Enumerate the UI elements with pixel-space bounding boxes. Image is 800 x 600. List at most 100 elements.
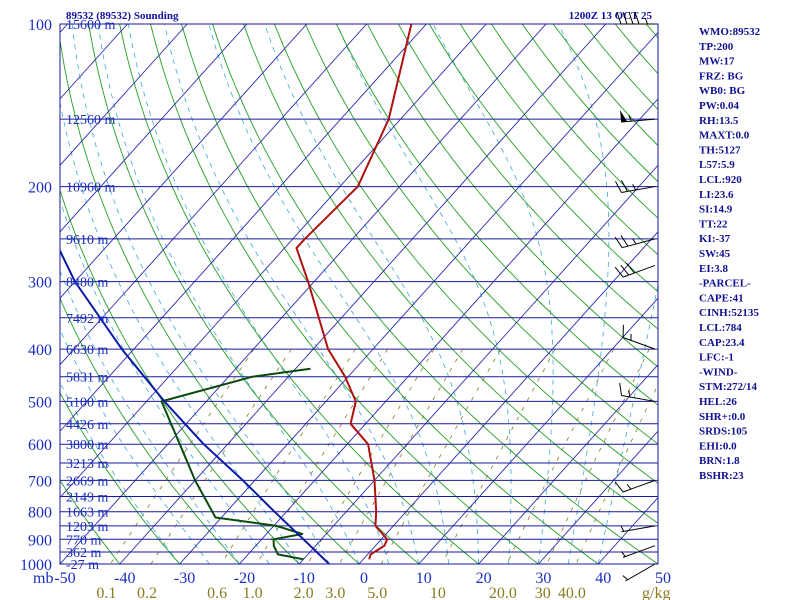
isotherm [60,24,547,564]
pressure-label: 800 [28,505,52,522]
isotherm [538,430,658,564]
height-label: 4426 m [66,418,109,433]
temperature-tick-label: 10 [416,570,432,587]
isotherm [478,363,658,564]
mixing-ratio-labels: 0.1 0.2 0.6 1.0 2.0 3.0 5.0 10 20.0 30 40.0 [96,585,586,600]
plot-area [0,23,800,565]
isotherm [239,98,658,564]
temperature-tick-label: -40 [114,570,135,587]
pressure-label: 1000 [20,557,52,574]
isotherm [60,24,248,233]
wind-barb [614,479,656,493]
wind-barb [614,262,656,278]
height-label: 2669 m [66,474,109,489]
mixing-ratio-tick-label: 0.1 [96,585,116,600]
temperature-tick-label: -50 [54,570,75,587]
height-label: 1663 m [66,506,109,521]
mixing-ratio-tick-label: 20.0 [489,585,517,600]
mixing-ratio-tick-label: 1.0 [243,585,263,600]
temperature-labels: -50 -40 -30 -20 -10 0 10 20 30 40 50 [54,570,671,587]
stat-line: LCL:920 [699,174,742,186]
wind-barb [620,110,656,123]
height-labels: 15600 m 12560 m 10960 m 9610 m 8480 m 7492 m 6… [66,18,116,573]
stat-line: HEL:26 [699,396,737,408]
isotherm [358,231,658,564]
pressure-label: 200 [28,180,52,197]
stat-line: EI:3.8 [699,263,729,275]
mixing-ratio-tick-label: 30 [535,585,551,600]
height-label: 2149 m [66,491,109,506]
wind-barb [615,180,656,193]
height-label: 1203 m [66,520,109,535]
stat-line: PW:0.04 [699,100,740,112]
isotherm [119,24,607,564]
temperature-tick-label: 30 [535,570,551,587]
pressure-label: 300 [28,275,52,292]
mixing-ratio-tick-label: 10 [430,585,446,600]
height-label: 770 m [66,533,102,548]
height-label: -27 m [66,558,99,573]
stat-line: LCL:784 [699,322,742,334]
height-label: 15600 m [66,18,116,33]
temperature-tick-label: 40 [595,570,611,587]
mixing-ratio-tick-label: 2.0 [294,585,314,600]
plot-frame [59,23,659,565]
stat-line: EHI:0.0 [699,440,737,452]
height-label: 6630 m [66,343,109,358]
stat-line: CAP:23.4 [699,337,745,349]
title-right: 1200Z 13 OCT 25 [569,10,653,22]
dry-adiabat [739,24,800,564]
height-label: 9610 m [66,233,109,248]
height-label: 7492 m [66,312,109,327]
wind-barb [619,382,656,402]
title-left: 89532 (89532) Sounding [66,10,179,22]
mixing-ratio-tick-label: 0.2 [137,585,157,600]
mixing-ratio-tick-label: 5.0 [367,585,387,600]
isotherm [60,24,367,366]
stat-line: STM:272/14 [699,381,758,393]
pressure-label: 100 [28,17,52,34]
stat-line: TH:5127 [699,144,741,156]
parcel-profile [60,248,330,564]
stats-panel: WMO:89532 TP:200 MW:17 FRZ: BG WB0: BG PW:0.0… [699,26,761,482]
wind-barbs [614,11,656,582]
pressure-label: 400 [28,342,52,359]
temperature-tick-label: 20 [476,570,492,587]
isotherm [60,24,188,167]
temperature-tick-label: 50 [655,570,671,587]
stat-line: BSHR:23 [699,470,744,482]
isotherm [60,24,487,499]
height-label: 362 m [66,546,102,561]
wind-barb [614,235,656,249]
stat-line: LFC:-1 [699,352,734,364]
wind-barb [616,11,655,25]
stat-line: LI:23.6 [699,189,734,201]
isotherm [179,31,658,564]
mixing-ratio-tick-label: 40.0 [558,585,586,600]
height-label: 8480 m [66,276,109,291]
dewpoint-profile [160,367,311,561]
stat-line: SI:14.9 [699,204,733,216]
stat-line: FRZ: BG [699,70,744,82]
pressure-labels: 100 200 300 400 500 600 700 800 900 1000 [20,17,52,574]
temperature-tick-label: 0 [360,570,368,587]
height-label: 5831 m [66,371,109,386]
stat-line: BRN:1.8 [699,455,740,467]
mixing-ratio-unit-label: g/kg [642,585,670,600]
stat-line: SRDS:105 [699,426,748,438]
isotherm [0,24,8,564]
stat-line: WMO:89532 [699,26,761,38]
stat-line: MAXT:0.0 [699,130,750,142]
wind-barb [622,324,656,350]
temperature-tick-label: -20 [234,570,255,587]
isotherm [418,297,658,564]
stat-line: KI:-37 [699,233,731,245]
pressure-label: 900 [28,532,52,549]
pressure-unit-label: mb [33,570,53,587]
height-label: 5100 m [66,395,109,410]
stat-line: SHR+:0.0 [699,411,746,423]
temperature-tick-label: -10 [294,570,315,587]
pressure-label: 700 [28,473,52,490]
stat-line: L57:5.9 [699,159,735,171]
